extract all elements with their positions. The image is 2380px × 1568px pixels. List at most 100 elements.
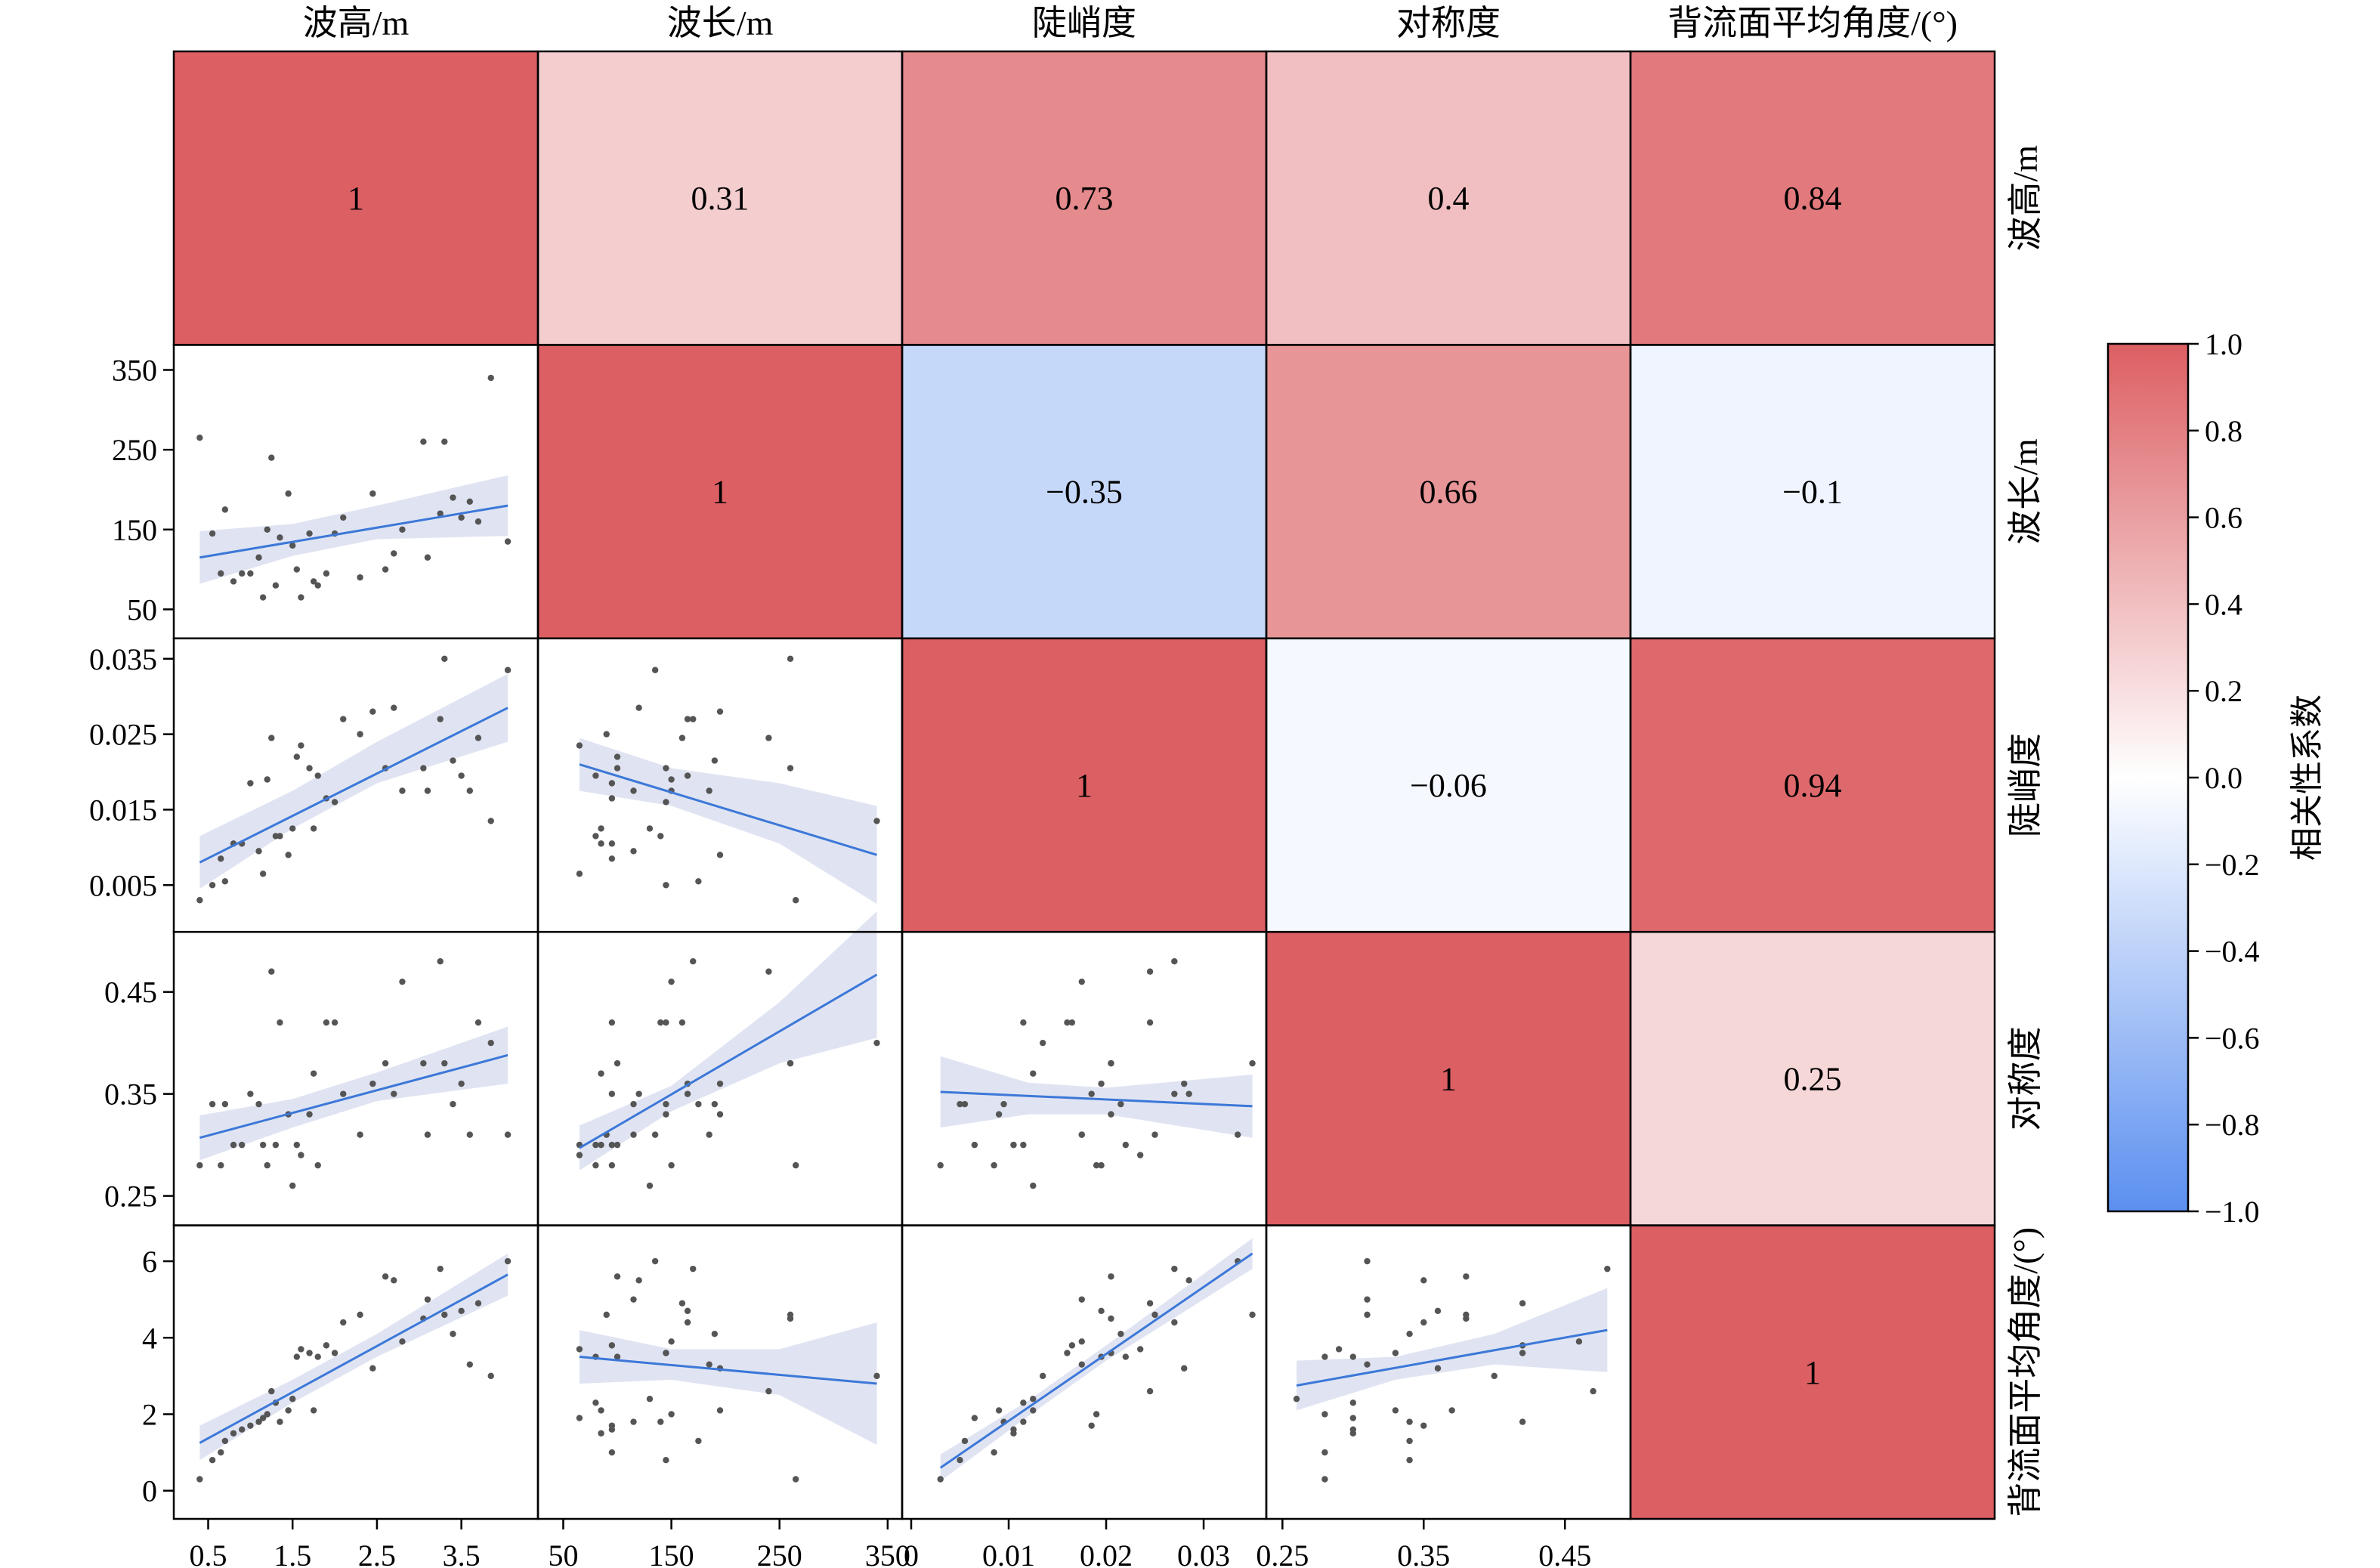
scatter-point (357, 1131, 363, 1138)
scatter-point (310, 1070, 317, 1077)
scatter-point (272, 582, 280, 589)
scatter-point (1349, 1415, 1357, 1421)
scatter-point (458, 514, 465, 521)
scatter-point (646, 1182, 654, 1189)
y-tick-label: 50 (127, 592, 157, 626)
scatter-point (592, 772, 599, 779)
confidence-band (940, 1056, 1253, 1138)
scatter-point (1249, 1311, 1256, 1319)
scatter-point (1117, 1100, 1124, 1108)
scatter-point (298, 1346, 304, 1353)
scatter-point (196, 897, 203, 904)
scatter-point (306, 765, 313, 772)
scatter-point (277, 833, 283, 840)
scatter-point (684, 1307, 691, 1315)
scatter-point (391, 704, 397, 711)
scatter-point (1364, 1257, 1371, 1265)
scatter-point (716, 1111, 724, 1118)
corr-cell (1266, 345, 1630, 639)
corr-value-label: 0.25 (1784, 1060, 1842, 1097)
corr-cell (902, 638, 1266, 932)
colorbar-tick-label: −0.8 (2205, 1108, 2260, 1142)
scatter-point (1117, 1330, 1124, 1338)
scatter-point (450, 1330, 456, 1338)
scatter-point (272, 1141, 280, 1149)
column-label: 波长/m (667, 4, 774, 42)
scatter-point (630, 1100, 637, 1108)
scatter-point (247, 1090, 254, 1097)
scatter-point (1321, 1449, 1328, 1456)
scatter-point (765, 735, 772, 741)
scatter-point (331, 1019, 338, 1026)
y-tick-label: 0.025 (89, 718, 157, 752)
scatter-point (264, 1161, 270, 1169)
scatter-point (1068, 1342, 1076, 1349)
scatter-point (323, 570, 330, 577)
x-tick-label: 350 (865, 1539, 910, 1568)
scatter-point (663, 1019, 669, 1026)
scatter-point (695, 1100, 702, 1108)
colorbar-tick-label: 0.6 (2205, 501, 2242, 535)
scatter-point (1420, 1277, 1427, 1284)
scatter-point (1122, 1141, 1130, 1149)
scatter-point (285, 490, 292, 497)
scatter-point (1349, 1399, 1357, 1406)
scatter-point (437, 1265, 444, 1273)
corr-value-label: 1 (1076, 767, 1093, 804)
scatter-point (230, 578, 237, 585)
scatter-point (391, 1277, 397, 1284)
scatter-point (1364, 1361, 1371, 1368)
confidence-band (199, 1253, 508, 1461)
scatter-point (1098, 1161, 1105, 1169)
scatter-point (382, 1059, 389, 1067)
scatter-point (306, 530, 313, 537)
scatter-point (630, 787, 637, 794)
scatter-point (1136, 1346, 1144, 1353)
regression-line (579, 973, 878, 1149)
scatter-point (1030, 1396, 1037, 1403)
regression-line (939, 1252, 1253, 1469)
scatter-point (1093, 1411, 1100, 1418)
corr-value-label: 0.73 (1056, 180, 1114, 217)
scatter-point (399, 526, 406, 533)
scatter-point (221, 506, 229, 513)
scatter-point (259, 1415, 267, 1421)
y-tick-label: 0.015 (89, 793, 157, 827)
colorbar-tick-label: 0.0 (2205, 761, 2242, 795)
corr-value-label: 0.31 (691, 180, 750, 217)
scatter-point (209, 882, 216, 889)
scatter-point (1020, 1141, 1027, 1149)
scatter-point (1392, 1407, 1399, 1414)
corr-cell (1630, 51, 1995, 345)
scatter-point (630, 1131, 637, 1138)
scatter-point (466, 498, 474, 506)
scatter-point (765, 968, 772, 975)
scatter-point (592, 1141, 599, 1149)
colorbar-tick-label: 0.8 (2205, 414, 2242, 448)
corr-value-label: 1 (1440, 1060, 1457, 1097)
scatter-point (247, 570, 254, 577)
scatter-point (196, 435, 203, 441)
corr-cell (1266, 638, 1630, 932)
scatter-point (957, 1457, 963, 1464)
scatter-point (657, 833, 664, 840)
scatter-point (218, 570, 224, 577)
scatter-point (331, 1350, 338, 1356)
scatter-point (598, 840, 604, 847)
scatter-point (1364, 1296, 1371, 1303)
scatter-point (1010, 1426, 1017, 1433)
scatter-point (450, 1100, 456, 1108)
scatter-point (1039, 1372, 1046, 1380)
scatter-point (420, 1059, 427, 1067)
scatter-point (441, 1059, 448, 1067)
scatter-point (630, 1296, 637, 1303)
scatter-point (391, 1090, 397, 1097)
colorbar-tick-label: −0.4 (2205, 935, 2260, 969)
scatter-point (592, 1161, 599, 1169)
scatter-point (668, 1161, 675, 1169)
scatter-point (651, 1257, 659, 1265)
scatter-point (310, 825, 317, 832)
row-label: 背流面平均角度/(°) (2006, 1227, 2045, 1517)
scatter-point (399, 787, 406, 794)
scatter-point (663, 1350, 669, 1356)
